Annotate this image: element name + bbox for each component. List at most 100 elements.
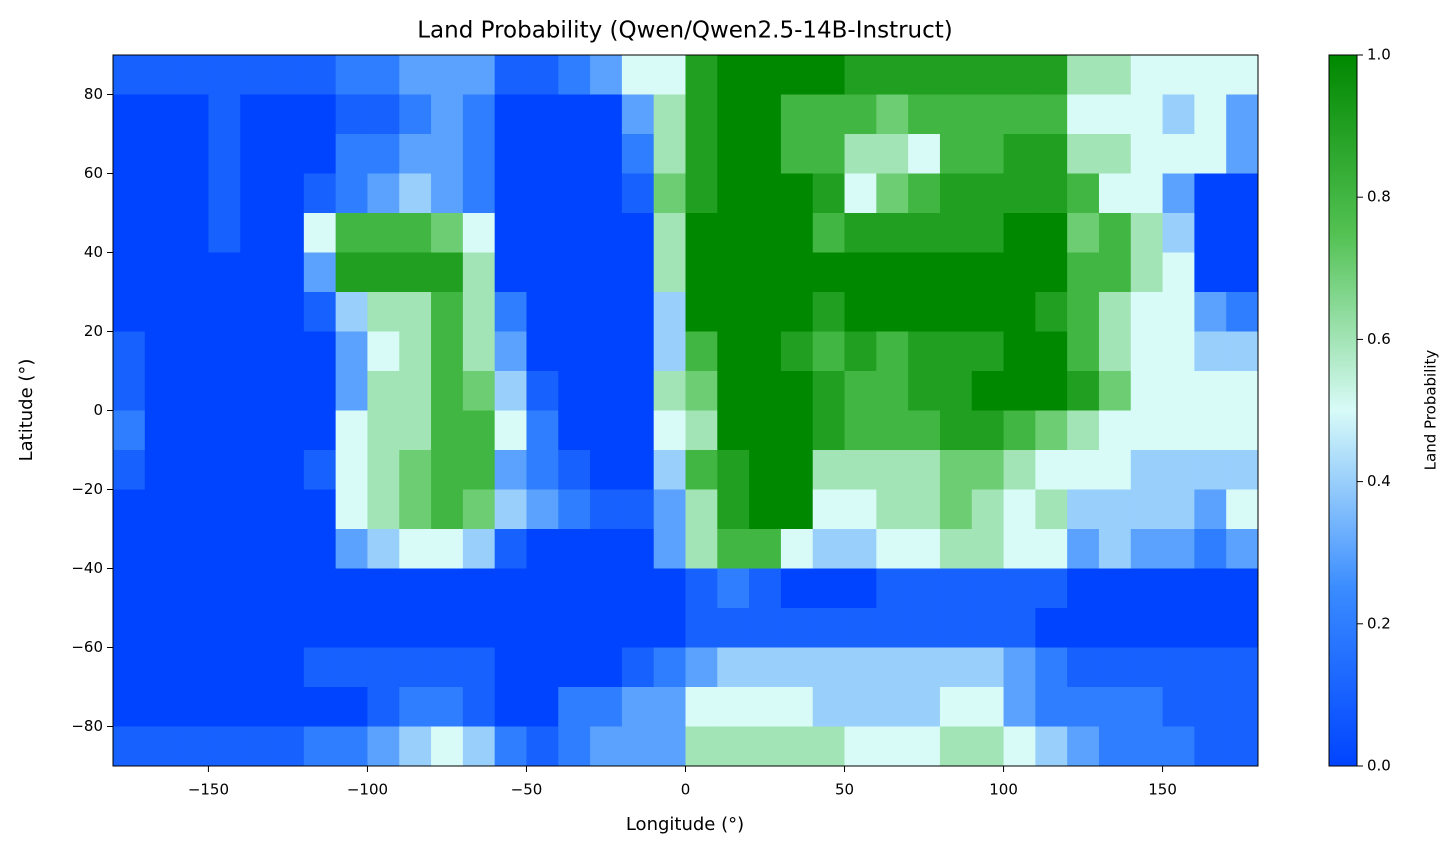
heatmap-cell [1162, 94, 1195, 135]
heatmap-cell [590, 94, 623, 135]
heatmap-cell [1162, 371, 1195, 411]
heatmap-cell [176, 134, 209, 174]
heatmap-cell [812, 331, 846, 372]
heatmap-cell [558, 173, 591, 214]
heatmap-cell [335, 173, 368, 214]
heatmap-cell [876, 608, 909, 648]
heatmap-cell [971, 529, 1005, 569]
heatmap-cell [431, 410, 464, 451]
heatmap-cell [621, 489, 655, 530]
heatmap-cell [558, 568, 591, 609]
heatmap-cell [749, 94, 782, 135]
heatmap-cell [367, 213, 400, 253]
heatmap-cell [208, 450, 241, 490]
heatmap-cell [494, 489, 527, 530]
heatmap-cell [335, 529, 368, 569]
heatmap-cell [144, 647, 178, 688]
x-tick-label: 50 [835, 781, 854, 799]
heatmap-cell [462, 173, 496, 214]
heatmap-cell [1226, 489, 1259, 530]
heatmap-cell [272, 726, 305, 767]
heatmap-cell [1035, 687, 1068, 727]
heatmap-cells [113, 55, 1259, 767]
heatmap-cell [1098, 647, 1132, 688]
heatmap-cell [1067, 371, 1100, 411]
heatmap-cell [717, 489, 750, 530]
heatmap-cell [908, 173, 941, 214]
heatmap-cell [749, 134, 782, 174]
heatmap-cell [780, 213, 814, 253]
heatmap-cell [908, 252, 941, 293]
heatmap-cell [1130, 55, 1164, 95]
heatmap-cell [240, 173, 273, 214]
heatmap-cell [971, 173, 1005, 214]
heatmap-cell [1226, 292, 1259, 332]
heatmap-cell [431, 134, 464, 174]
heatmap-cell [1098, 608, 1132, 648]
heatmap-cell [812, 568, 846, 609]
heatmap-cell [144, 252, 178, 293]
heatmap-cell [399, 608, 432, 648]
heatmap-cell [462, 568, 496, 609]
heatmap-cell [844, 687, 877, 727]
heatmap-cell [1003, 94, 1036, 135]
heatmap-cell [1162, 608, 1195, 648]
heatmap-cell [1098, 687, 1132, 727]
x-tick-label: −150 [188, 781, 229, 799]
heatmap-cell [431, 647, 464, 688]
heatmap-cell [335, 134, 368, 174]
y-tick-label: 40 [84, 243, 103, 261]
heatmap-cell [1067, 608, 1100, 648]
heatmap-cell [844, 292, 877, 332]
y-tick-label: −60 [71, 638, 103, 656]
heatmap-cell [653, 331, 686, 372]
heatmap-cell [494, 94, 527, 135]
heatmap-cell [558, 213, 591, 253]
heatmap-cell [844, 213, 877, 253]
heatmap-cell [971, 687, 1005, 727]
heatmap-cell [717, 134, 750, 174]
heatmap-cell [876, 647, 909, 688]
heatmap-cell [303, 529, 337, 569]
y-tick-label: −80 [71, 717, 103, 735]
heatmap-cell [590, 726, 623, 767]
heatmap-cell [971, 410, 1005, 451]
heatmap-cell [494, 252, 527, 293]
heatmap-cell [303, 371, 337, 411]
heatmap-cell [272, 331, 305, 372]
heatmap-cell [303, 410, 337, 451]
heatmap-cell [908, 608, 941, 648]
heatmap-cell [335, 331, 368, 372]
heatmap-cell [1098, 134, 1132, 174]
heatmap-cell [526, 134, 559, 174]
heatmap-cell [240, 568, 273, 609]
heatmap-cell [1130, 489, 1164, 530]
heatmap-cell [653, 647, 686, 688]
heatmap-cell [1162, 687, 1195, 727]
heatmap-cell [1035, 173, 1068, 214]
heatmap-cell [494, 213, 527, 253]
heatmap-cell [1035, 647, 1068, 688]
heatmap-cell [144, 134, 178, 174]
y-tick-label: 20 [84, 322, 103, 340]
heatmap-cell [1162, 213, 1195, 253]
heatmap-cell [1098, 450, 1132, 490]
heatmap-cell [717, 450, 750, 490]
heatmap-cell [939, 608, 973, 648]
heatmap-cell [272, 410, 305, 451]
heatmap-cell [558, 55, 591, 95]
heatmap-cell [749, 687, 782, 727]
heatmap-cell [939, 647, 973, 688]
heatmap-cell [1130, 568, 1164, 609]
heatmap-cell [431, 450, 464, 490]
heatmap-cell [1226, 94, 1259, 135]
heatmap-cell [367, 134, 400, 174]
heatmap-cell [1194, 371, 1227, 411]
heatmap-cell [653, 94, 686, 135]
heatmap-cell [749, 608, 782, 648]
heatmap-cell [367, 252, 400, 293]
heatmap-cell [272, 647, 305, 688]
heatmap-cell [526, 568, 559, 609]
heatmap-cell [113, 687, 146, 727]
colorbar-tick-label: 0.0 [1367, 757, 1391, 775]
